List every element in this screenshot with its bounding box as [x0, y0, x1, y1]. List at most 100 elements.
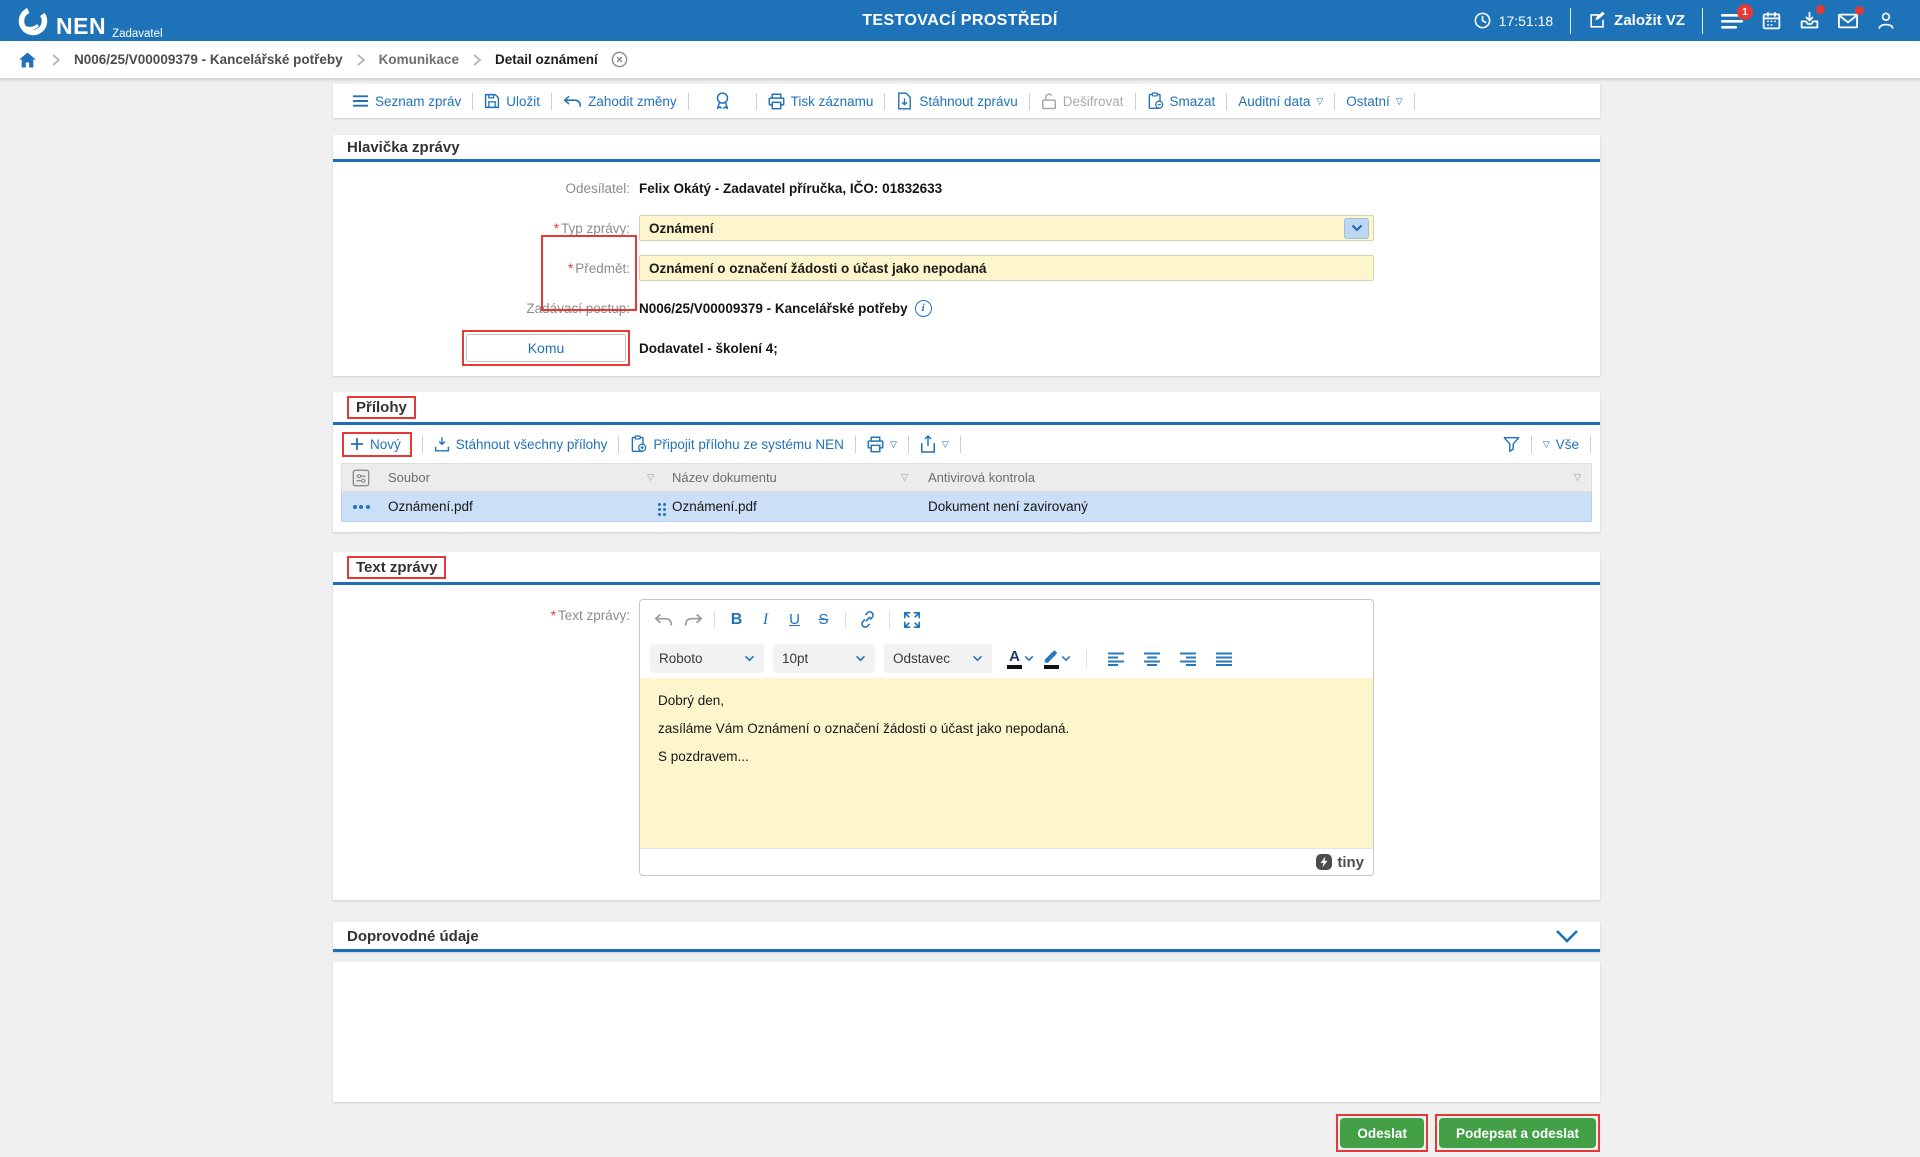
sender-label: Odesílatel:	[565, 180, 630, 196]
link-button[interactable]	[854, 606, 881, 633]
new-attachment-button[interactable]: Nový	[342, 431, 412, 457]
discard-changes-label: Zahodit změny	[588, 93, 677, 109]
breadcrumb-procedure[interactable]: N006/25/V00009379 - Kancelářské potřeby	[74, 52, 343, 67]
save-label: Uložit	[506, 93, 541, 109]
collapse-chevron-icon[interactable]	[1554, 928, 1580, 945]
profile-button[interactable]	[1876, 10, 1896, 31]
highlight-color-button[interactable]	[1043, 649, 1071, 669]
create-vz-label: Založit VZ	[1614, 12, 1685, 29]
table-row[interactable]: Oznámení.pdf Oznámení.pdf Dokument není …	[341, 492, 1592, 522]
procedure-label: Zadávací postup:	[526, 300, 630, 316]
edit-icon	[1590, 11, 1605, 28]
row-menu-button[interactable]	[342, 504, 380, 509]
view-all-button[interactable]: ▽ Vše	[1532, 437, 1590, 452]
messages-button[interactable]	[1837, 5, 1864, 31]
align-right-button[interactable]	[1174, 645, 1201, 672]
sign-and-send-button[interactable]: Podepsat a odeslat	[1438, 1118, 1596, 1148]
tiny-brand-text[interactable]: tiny	[1337, 853, 1364, 871]
discard-changes-button[interactable]: Zahodit změny	[552, 94, 688, 109]
link-icon	[861, 611, 874, 628]
chevron-down-icon[interactable]	[1061, 655, 1071, 662]
save-button[interactable]: Uložit	[473, 93, 551, 109]
column-header-soubor[interactable]: Soubor ▽	[388, 470, 654, 485]
italic-button[interactable]: I	[762, 610, 769, 628]
inbox-button[interactable]	[1799, 5, 1825, 31]
paragraph-format-select[interactable]: Odstavec	[884, 644, 992, 673]
message-text-row: * Text zprávy:	[333, 585, 1600, 900]
certificate-button[interactable]	[689, 91, 756, 111]
current-time: 17:51:18	[1498, 12, 1554, 29]
calendar-icon	[1762, 12, 1781, 30]
other-menu[interactable]: Ostatní ▽	[1335, 94, 1413, 109]
divider	[421, 435, 423, 453]
select-dropdown-button[interactable]	[1344, 217, 1369, 239]
undo-arrow-icon	[563, 95, 582, 107]
recipient-button[interactable]: Komu	[466, 334, 626, 362]
font-family-select[interactable]: Roboto	[650, 644, 764, 673]
redo-button[interactable]	[679, 606, 706, 633]
annotation-red-box-odeslat: Odeslat	[1336, 1114, 1428, 1152]
highlighter-icon	[1044, 649, 1058, 663]
divider	[1702, 7, 1703, 34]
align-right-icon	[1179, 652, 1196, 666]
underline-button[interactable]: U	[789, 611, 800, 628]
message-type-value: Oznámení	[649, 220, 714, 236]
nen-ring-icon	[18, 6, 48, 35]
align-justify-button[interactable]	[1210, 645, 1237, 672]
chevron-right-icon	[357, 53, 366, 66]
chevron-down-icon[interactable]	[1024, 655, 1034, 662]
column-header-antivir[interactable]: Antivirová kontrola ▽	[928, 470, 1581, 485]
align-left-button[interactable]	[1102, 645, 1129, 672]
cell-doc-name: Oznámení.pdf	[672, 499, 757, 514]
subject-label: * Předmět:	[567, 260, 630, 276]
editor-content[interactable]: Dobrý den, zasíláme Vám Oznámení o označ…	[640, 678, 1373, 848]
message-list-button[interactable]: Seznam zpráv	[341, 94, 472, 109]
nen-logo[interactable]: NEN Zadavatel	[0, 4, 163, 40]
sort-icon[interactable]: ▽	[647, 472, 654, 482]
strikethrough-button[interactable]: S	[818, 611, 829, 628]
bold-button[interactable]: B	[730, 610, 743, 628]
align-center-button[interactable]	[1138, 645, 1165, 672]
sort-icon[interactable]: ▽	[901, 472, 908, 482]
subject-input[interactable]: Oznámení o označení žádosti o účast jako…	[639, 255, 1374, 281]
download-message-button[interactable]: Stáhnout zprávu	[885, 92, 1028, 110]
column-settings-button[interactable]	[342, 469, 380, 487]
cell-antivirus: Dokument není zavirovaný	[928, 499, 1088, 514]
export-menu[interactable]: ▽	[909, 435, 960, 453]
close-tab-icon[interactable]	[610, 50, 629, 69]
message-header-section: Hlavička zprávy Odesílatel: Felix Okátý …	[333, 135, 1600, 376]
text-color-button[interactable]: A	[1007, 649, 1034, 669]
audit-data-menu[interactable]: Auditní data ▽	[1227, 94, 1334, 109]
home-icon[interactable]	[17, 50, 38, 70]
drag-handle[interactable]	[658, 503, 666, 516]
person-icon	[1878, 12, 1894, 29]
breadcrumb-communication[interactable]: Komunikace	[378, 52, 459, 67]
menu-button[interactable]: 1	[1720, 3, 1753, 31]
info-icon[interactable]: i	[914, 299, 932, 317]
record-toolbar: Seznam zpráv Uložit Zahodit změny	[333, 84, 1600, 118]
attachments-table: Soubor ▽ Název dokumentu ▽ Antivirová ko…	[341, 463, 1592, 522]
fullscreen-button[interactable]	[898, 606, 925, 633]
message-type-row: * Typ zprávy: Oznámení	[333, 208, 1600, 248]
column-header-nazev[interactable]: Název dokumentu ▽	[672, 470, 908, 485]
tiny-logo-icon	[1316, 854, 1333, 870]
calendar-button[interactable]	[1761, 10, 1782, 31]
send-button[interactable]: Odeslat	[1340, 1118, 1424, 1148]
delete-button[interactable]: Smazat	[1136, 92, 1227, 110]
divider	[959, 435, 961, 453]
sort-icon[interactable]: ▽	[1574, 472, 1581, 482]
message-type-select[interactable]: Oznámení	[639, 215, 1374, 241]
font-size-select[interactable]: 10pt	[773, 644, 875, 673]
undo-button[interactable]	[650, 606, 677, 633]
download-all-attachments-button[interactable]: Stáhnout všechny přílohy	[423, 436, 619, 452]
filter-button[interactable]	[1492, 436, 1531, 453]
app-header: NEN Zadavatel TESTOVACÍ PROSTŘEDÍ 17:51:…	[0, 0, 1920, 41]
divider	[907, 435, 909, 453]
attach-from-nen-button[interactable]: Připojit přílohu ze systému NEN	[619, 435, 855, 453]
divider	[1028, 92, 1030, 110]
print-attachments-menu[interactable]: ▽	[856, 436, 908, 453]
print-record-button[interactable]: Tisk záznamu	[757, 93, 885, 110]
font-family-value: Roboto	[659, 651, 703, 666]
procedure-value: N006/25/V00009379 - Kancelářské potřeby	[639, 300, 908, 316]
create-vz-button[interactable]: Založit VZ	[1588, 11, 1685, 30]
